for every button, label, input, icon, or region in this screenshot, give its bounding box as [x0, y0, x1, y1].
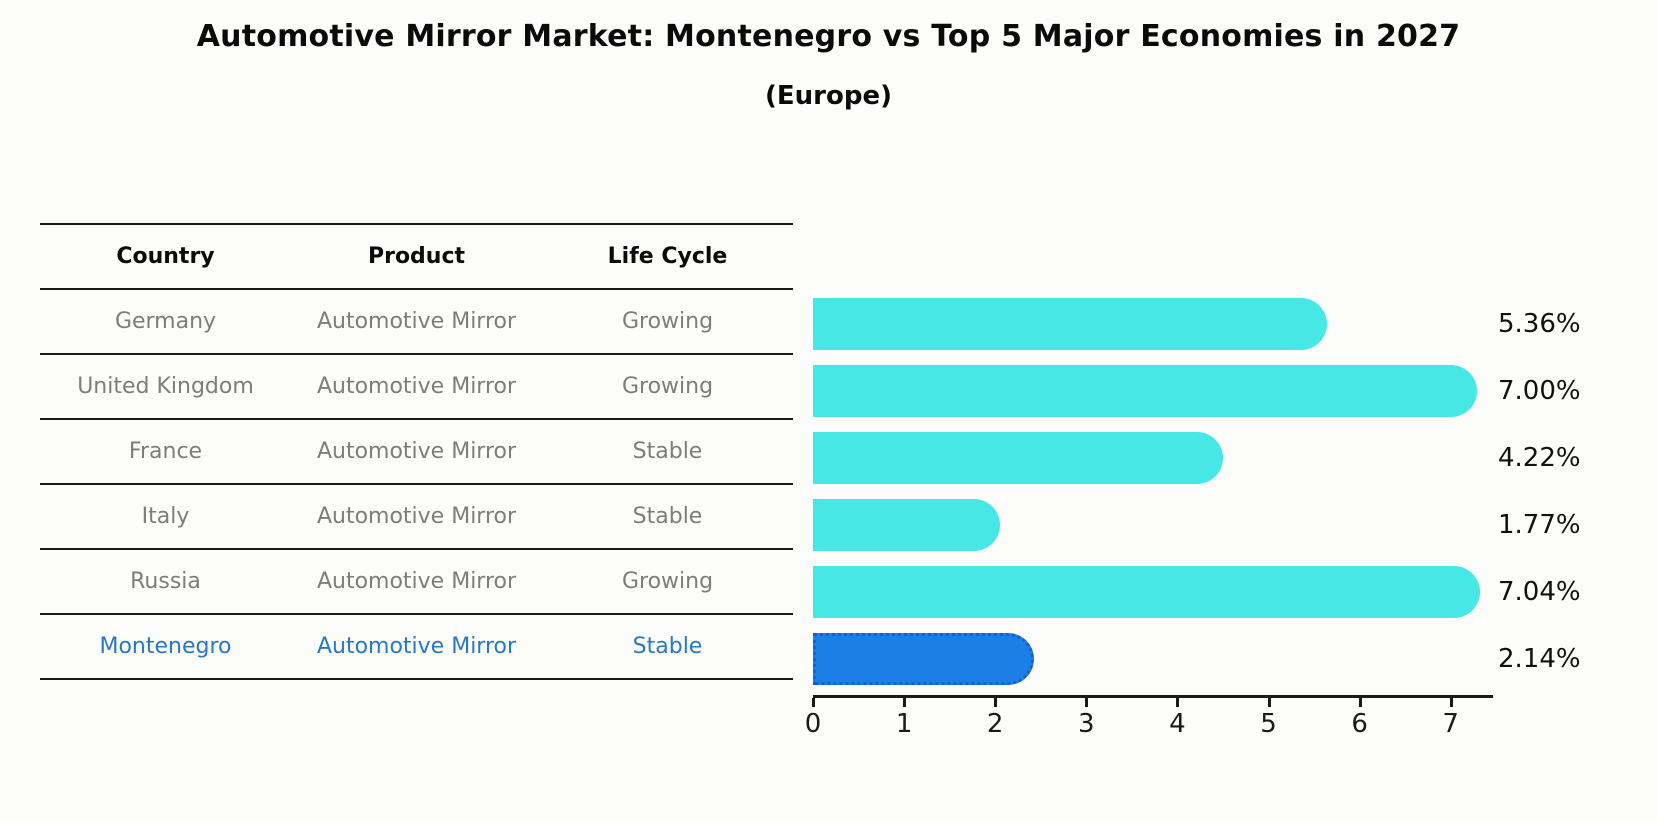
bar-slot-united-kingdom — [813, 357, 1477, 424]
bar-russia — [813, 565, 1480, 618]
bar-slot-montenegro — [813, 625, 1034, 692]
cell-life-cycle: Stable — [632, 439, 703, 464]
table-row-france: France Automotive Mirror Stable — [40, 420, 793, 485]
value-label-germany: 5.36% — [1498, 308, 1581, 339]
table-row-united-kingdom: United Kingdom Automotive Mirror Growing — [40, 355, 793, 420]
x-axis-tick — [1176, 698, 1180, 707]
x-axis-tick-label: 1 — [895, 709, 913, 739]
value-label-france: 4.22% — [1498, 442, 1581, 473]
cell-product: Automotive Mirror — [316, 504, 517, 529]
bar-france — [813, 431, 1223, 484]
bar-montenegro — [813, 632, 1034, 685]
cell-country: Russia — [130, 569, 201, 594]
cell-life-cycle: Stable — [632, 504, 703, 529]
bar-slot-italy — [813, 491, 1000, 558]
bar-slot-russia — [813, 558, 1480, 625]
bar-chart-area — [813, 290, 1513, 692]
table-row-montenegro: Montenegro Automotive Mirror Stable — [40, 615, 793, 680]
x-axis-tick-label: 2 — [986, 709, 1004, 739]
table-row-germany: Germany Automotive Mirror Growing — [40, 290, 793, 355]
header-cell-product: Product — [367, 244, 466, 269]
value-label-montenegro: 2.14% — [1498, 643, 1581, 674]
table-row-russia: Russia Automotive Mirror Growing — [40, 550, 793, 615]
cell-country: Italy — [141, 504, 190, 529]
x-axis-tick-label: 7 — [1442, 709, 1459, 739]
x-axis-tick — [994, 698, 998, 707]
cell-product: Automotive Mirror — [316, 634, 517, 659]
value-label-russia: 7.04% — [1498, 576, 1581, 607]
x-axis-tick — [1449, 698, 1453, 707]
x-axis-tick — [1085, 698, 1089, 707]
table-body: Germany Automotive Mirror Growing United Ki… — [40, 290, 793, 680]
x-axis-tick-label: 0 — [804, 709, 822, 739]
cell-life-cycle: Stable — [632, 634, 703, 659]
cell-product: Automotive Mirror — [316, 439, 517, 464]
cell-country: Germany — [114, 309, 217, 334]
cell-life-cycle: Growing — [621, 309, 714, 334]
x-axis-tick — [1358, 698, 1362, 707]
bar-slot-france — [813, 424, 1223, 491]
x-axis-line — [813, 695, 1493, 698]
chart-header: Automotive Mirror Market: Montenegro vs … — [0, 0, 1657, 111]
table-row-italy: Italy Automotive Mirror Stable — [40, 485, 793, 550]
x-axis: 0 1 2 3 4 5 6 7 — [805, 695, 1493, 755]
cell-country: Montenegro — [99, 634, 232, 659]
header-cell-life-cycle: Life Cycle — [607, 244, 728, 269]
cell-life-cycle: Growing — [621, 569, 714, 594]
bar-italy — [813, 498, 1000, 551]
x-axis-tick — [903, 698, 907, 707]
data-table: Country Product Life Cycle Germany Automoti… — [40, 223, 793, 680]
x-axis-tick — [812, 698, 815, 707]
cell-product: Automotive Mirror — [316, 569, 517, 594]
bar-slot-germany — [813, 290, 1327, 357]
x-axis-tick-label: 5 — [1260, 709, 1277, 739]
cell-country: United Kingdom — [77, 374, 254, 399]
value-label-italy: 1.77% — [1498, 509, 1581, 540]
x-axis-tick-label: 3 — [1078, 709, 1095, 739]
bar-united-kingdom — [813, 364, 1477, 417]
cell-life-cycle: Growing — [621, 374, 714, 399]
x-axis-tick-label: 4 — [1169, 709, 1186, 739]
cell-product: Automotive Mirror — [316, 309, 517, 334]
value-label-united-kingdom: 7.00% — [1498, 375, 1581, 406]
table-header-row: Country Product Life Cycle — [40, 223, 793, 290]
cell-product: Automotive Mirror — [316, 374, 517, 399]
page-title: Automotive Mirror Market: Montenegro vs … — [196, 19, 1461, 54]
header-cell-country: Country — [116, 244, 215, 269]
bar-germany — [813, 297, 1327, 350]
cell-country: France — [128, 439, 203, 464]
page-subtitle: (Europe) — [765, 81, 892, 111]
x-axis-tick — [1267, 698, 1271, 707]
x-axis-tick-label: 6 — [1351, 709, 1368, 739]
